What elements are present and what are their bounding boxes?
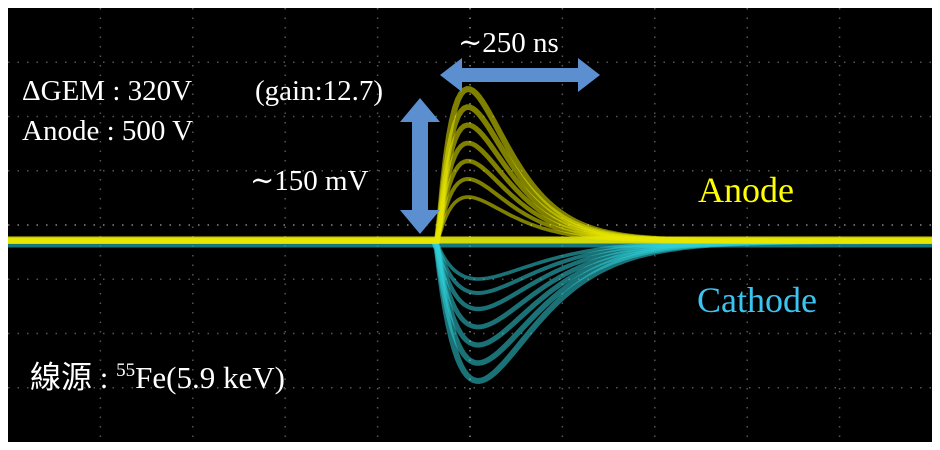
anode-voltage: Anode : 500 V <box>22 115 193 147</box>
amplitude: ∼150 mV <box>250 165 369 197</box>
time-width: ∼250 ns <box>458 27 559 59</box>
source: 線源 : 55Fe(5.9 keV) <box>30 360 285 395</box>
page: ∼250 ns ΔGEM : 320V (gain:12.7) Anode : … <box>0 0 940 450</box>
cathode-label: Cathode <box>697 280 817 320</box>
anode-label: Anode <box>698 170 794 210</box>
oscilloscope-screen: ∼250 ns ΔGEM : 320V (gain:12.7) Anode : … <box>0 0 940 450</box>
source-rest: Fe(5.9 keV) <box>135 360 285 395</box>
gem-voltage: ΔGEM : 320V <box>22 75 192 107</box>
gain: (gain:12.7) <box>255 75 383 107</box>
source-prefix: 線源 : <box>30 360 116 395</box>
source-mass: 55 <box>116 360 135 381</box>
